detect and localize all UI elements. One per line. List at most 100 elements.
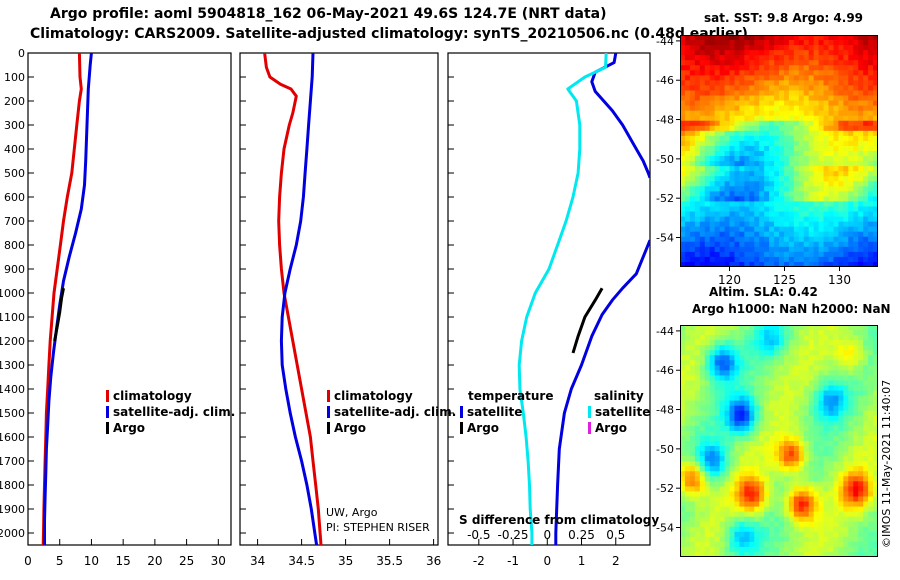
heatmap-cell [764, 80, 770, 86]
heatmap-cell [779, 256, 785, 263]
heatmap-cell [788, 526, 795, 533]
heatmap-cell [694, 65, 701, 71]
heatmap-cell [764, 50, 770, 56]
heatmap-cell [848, 75, 854, 81]
heatmap-cell [793, 55, 800, 61]
heatmap-cell [709, 65, 716, 71]
heatmap-cell [828, 201, 834, 207]
heatmap-cell [868, 45, 874, 51]
heatmap-cell [873, 456, 878, 462]
heatmap-cell [863, 385, 869, 391]
heatmap-cell [858, 206, 864, 212]
heatmap-cell [704, 521, 711, 528]
heatmap-cell [808, 541, 815, 548]
heatmap-cell [754, 380, 760, 386]
heatmap-cell [798, 491, 805, 497]
heatmap-cell [873, 345, 878, 351]
heatmap-cell [863, 521, 869, 528]
heatmap-cell [684, 251, 691, 258]
heatmap-cell [764, 531, 770, 538]
heatmap-cell [793, 471, 800, 477]
heatmap-cell [689, 531, 696, 538]
heatmap-cell [694, 385, 701, 391]
heatmap-cell [724, 125, 730, 132]
heatmap-cell [823, 365, 829, 371]
heatmap-cell [704, 191, 711, 197]
heatmap-cell [689, 45, 696, 51]
heatmap-cell [704, 446, 711, 452]
heatmap-cell [828, 85, 834, 91]
heatmap-cell [749, 161, 755, 167]
heatmap-cell [818, 435, 824, 442]
heatmap-cell [833, 365, 839, 371]
heatmap-cell [793, 261, 800, 267]
heatmap-cell [823, 216, 829, 223]
heatmap-cell [764, 486, 770, 492]
heatmap-cell [704, 60, 711, 66]
heatmap-cell [838, 370, 844, 376]
heatmap-cell [779, 335, 785, 341]
heatmap-cell [689, 181, 696, 187]
heatmap-cell [774, 345, 780, 351]
heatmap-cell [709, 125, 716, 132]
heatmap-cell [714, 80, 720, 86]
heatmap-cell [848, 325, 854, 331]
heatmap-cell [823, 501, 829, 507]
heatmap-cell [754, 325, 760, 331]
heatmap-cell [684, 166, 691, 172]
heatmap-cell [724, 541, 730, 548]
heatmap-cell [788, 511, 795, 518]
heatmap-cell [739, 60, 745, 66]
heatmap-cell [684, 75, 691, 81]
heatmap-cell [714, 151, 720, 157]
heatmap-cell [803, 75, 810, 81]
heatmap-cell [764, 191, 770, 197]
heatmap-cell [843, 491, 849, 497]
heatmap-cell [769, 531, 775, 538]
heatmap-cell [779, 211, 785, 217]
heatmap-cell [749, 115, 755, 122]
heatmap-cell [754, 491, 760, 497]
heatmap-cell [759, 441, 765, 447]
heatmap-cell [724, 536, 730, 543]
heatmap-cell [828, 120, 834, 127]
heatmap-cell [759, 246, 765, 253]
heatmap-cell [868, 415, 874, 422]
heatmap-cell [863, 45, 869, 51]
heatmap-cell [729, 405, 735, 412]
heatmap-cell [729, 35, 735, 41]
heatmap-cell [833, 100, 839, 107]
heatmap-cell [724, 405, 730, 412]
heatmap-cell [833, 330, 839, 336]
heatmap-cell [853, 375, 859, 381]
heatmap-cell [873, 435, 878, 442]
heatmap-cell [759, 256, 765, 263]
heatmap-cell [749, 390, 755, 397]
heatmap-cell [873, 95, 878, 101]
heatmap-cell [873, 166, 878, 172]
heatmap-cell [818, 486, 824, 492]
heatmap-cell [764, 45, 770, 51]
heatmap-cell [680, 481, 686, 487]
heatmap-cell [853, 85, 859, 91]
heatmap-cell [788, 380, 795, 386]
heatmap-cell [689, 251, 696, 258]
heatmap-cell [873, 415, 878, 422]
heatmap-cell [843, 135, 849, 142]
heatmap-cell [808, 360, 815, 366]
heatmap-cell [754, 261, 760, 267]
heatmap-cell [744, 541, 750, 548]
heatmap-cell [699, 541, 706, 548]
heatmap-cell [704, 236, 711, 243]
heatmap-cell [744, 140, 750, 147]
heatmap-cell [783, 211, 790, 217]
heatmap-cell [694, 196, 701, 202]
heatmap-cell [853, 350, 859, 356]
heatmap-cell [699, 395, 706, 402]
heatmap-cell [813, 186, 819, 192]
heatmap-cell [823, 181, 829, 187]
heatmap-cell [868, 140, 874, 147]
heatmap-cell [684, 330, 691, 336]
heatmap-cell [680, 256, 686, 263]
heatmap-cell [704, 536, 711, 543]
